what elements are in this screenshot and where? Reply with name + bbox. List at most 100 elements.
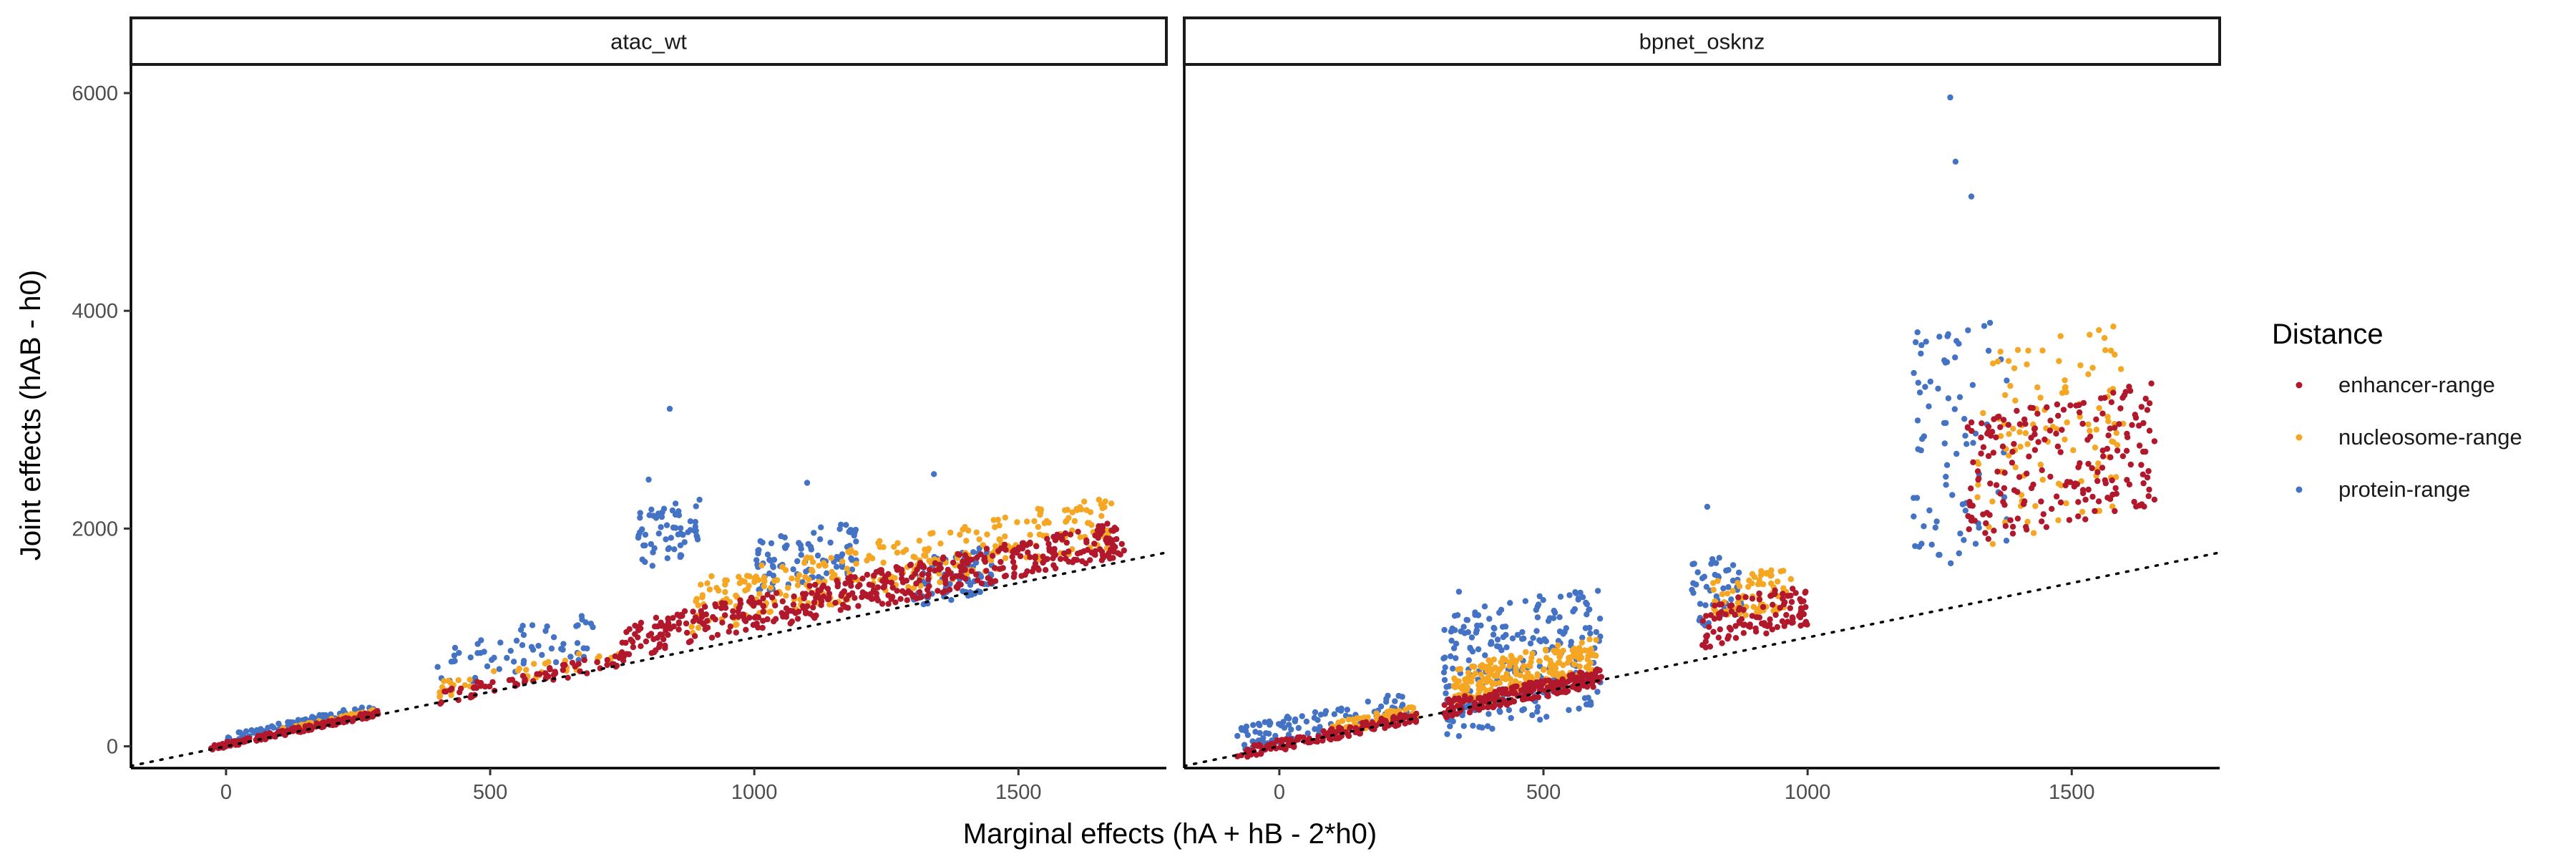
point-enhancer-range bbox=[990, 553, 996, 559]
point-protein-range bbox=[663, 536, 669, 543]
point-enhancer-range bbox=[1554, 681, 1561, 688]
point-protein-range bbox=[1494, 643, 1501, 649]
point-protein-range bbox=[1953, 450, 1960, 457]
point-nucleosome-range bbox=[1494, 671, 1501, 677]
y-axis-title: Joint effects (hAB - h0) bbox=[15, 270, 47, 560]
point-protein-range bbox=[637, 510, 643, 516]
identity-reference-line bbox=[1184, 551, 2220, 767]
facet-strip bbox=[1183, 16, 2221, 66]
point-enhancer-range bbox=[1747, 623, 1753, 630]
point-enhancer-range bbox=[889, 584, 896, 591]
point-nucleosome-range bbox=[1997, 433, 2004, 440]
point-protein-range bbox=[675, 508, 682, 515]
point-enhancer-range bbox=[1966, 526, 1972, 533]
point-protein-range bbox=[1986, 319, 1994, 326]
point-nucleosome-range bbox=[1392, 709, 1398, 715]
point-enhancer-range bbox=[1459, 699, 1465, 705]
x-tick-label: 500 bbox=[473, 781, 507, 804]
point-enhancer-range bbox=[534, 671, 540, 677]
point-nucleosome-range bbox=[2024, 441, 2031, 447]
point-enhancer-range bbox=[2021, 498, 2028, 505]
point-enhancer-range bbox=[2144, 474, 2151, 481]
point-nucleosome-range bbox=[1989, 540, 1996, 548]
point-enhancer-range bbox=[1347, 724, 1354, 731]
x-tick-label: 500 bbox=[1526, 781, 1561, 804]
point-protein-range bbox=[1963, 441, 1970, 447]
point-nucleosome-range bbox=[1526, 663, 1532, 669]
point-protein-range bbox=[756, 547, 762, 553]
point-enhancer-range bbox=[1044, 535, 1050, 542]
point-enhancer-range bbox=[842, 581, 849, 587]
point-protein-range bbox=[1485, 711, 1492, 717]
point-nucleosome-range bbox=[1475, 686, 1483, 693]
point-enhancer-range bbox=[789, 618, 796, 625]
point-nucleosome-range bbox=[1462, 676, 1468, 683]
point-nucleosome-range bbox=[1555, 659, 1562, 666]
point-enhancer-range bbox=[1699, 618, 1707, 624]
point-protein-range bbox=[804, 480, 811, 486]
point-protein-range bbox=[770, 564, 776, 571]
point-nucleosome-range bbox=[2030, 530, 2037, 536]
point-enhancer-range bbox=[760, 618, 766, 624]
point-protein-range bbox=[1530, 635, 1536, 641]
point-protein-range bbox=[1460, 723, 1467, 729]
point-enhancer-range bbox=[2140, 471, 2146, 477]
point-enhancer-range bbox=[2092, 508, 2098, 515]
point-enhancer-range bbox=[1774, 623, 1780, 631]
point-enhancer-range bbox=[905, 588, 912, 595]
point-enhancer-range bbox=[925, 571, 932, 578]
point-nucleosome-range bbox=[936, 571, 942, 577]
point-enhancer-range bbox=[1067, 531, 1074, 538]
point-enhancer-range bbox=[1993, 482, 2000, 488]
point-enhancer-range bbox=[1728, 608, 1735, 615]
point-nucleosome-range bbox=[1507, 676, 1513, 682]
point-enhancer-range bbox=[581, 656, 587, 664]
point-enhancer-range bbox=[1045, 540, 1052, 547]
point-nucleosome-range bbox=[2006, 431, 2012, 437]
point-enhancer-range bbox=[2100, 453, 2107, 460]
point-enhancer-range bbox=[991, 565, 998, 571]
point-enhancer-range bbox=[2075, 464, 2082, 470]
point-protein-range bbox=[811, 530, 817, 536]
point-nucleosome-range bbox=[992, 524, 998, 530]
point-enhancer-range bbox=[1099, 528, 1106, 535]
point-enhancer-range bbox=[960, 558, 966, 565]
point-protein-range bbox=[664, 555, 670, 561]
point-enhancer-range bbox=[2131, 498, 2137, 505]
point-nucleosome-range bbox=[455, 677, 462, 684]
point-enhancer-range bbox=[852, 595, 858, 601]
point-nucleosome-range bbox=[1014, 519, 1020, 525]
point-nucleosome-range bbox=[2014, 346, 2021, 354]
point-nucleosome-range bbox=[1470, 674, 1476, 680]
point-enhancer-range bbox=[659, 631, 665, 638]
point-nucleosome-range bbox=[2078, 478, 2084, 485]
point-protein-range bbox=[648, 506, 655, 513]
point-enhancer-range bbox=[683, 620, 690, 627]
point-nucleosome-range bbox=[523, 666, 530, 673]
point-enhancer-range bbox=[917, 594, 924, 601]
point-enhancer-range bbox=[1305, 739, 1312, 746]
point-enhancer-range bbox=[1027, 540, 1033, 547]
point-protein-range bbox=[1529, 712, 1536, 719]
point-enhancer-range bbox=[935, 588, 941, 594]
point-nucleosome-range bbox=[1035, 523, 1042, 530]
point-protein-range bbox=[1959, 501, 1966, 508]
point-enhancer-range bbox=[1300, 734, 1307, 741]
point-enhancer-range bbox=[756, 599, 763, 606]
point-enhancer-range bbox=[1032, 553, 1039, 560]
point-protein-range bbox=[1482, 652, 1488, 659]
point-nucleosome-range bbox=[1036, 531, 1043, 538]
point-enhancer-range bbox=[2080, 490, 2087, 497]
point-nucleosome-range bbox=[1045, 520, 1052, 526]
point-protein-range bbox=[1534, 614, 1541, 621]
point-nucleosome-range bbox=[2022, 430, 2029, 437]
point-nucleosome-range bbox=[1468, 679, 1475, 685]
point-enhancer-range bbox=[2146, 486, 2152, 493]
point-protein-range bbox=[275, 720, 282, 727]
point-nucleosome-range bbox=[1757, 572, 1765, 578]
point-nucleosome-range bbox=[761, 583, 768, 590]
point-protein-range bbox=[1451, 613, 1458, 619]
point-protein-range bbox=[1521, 706, 1528, 712]
point-protein-range bbox=[1918, 350, 1924, 357]
